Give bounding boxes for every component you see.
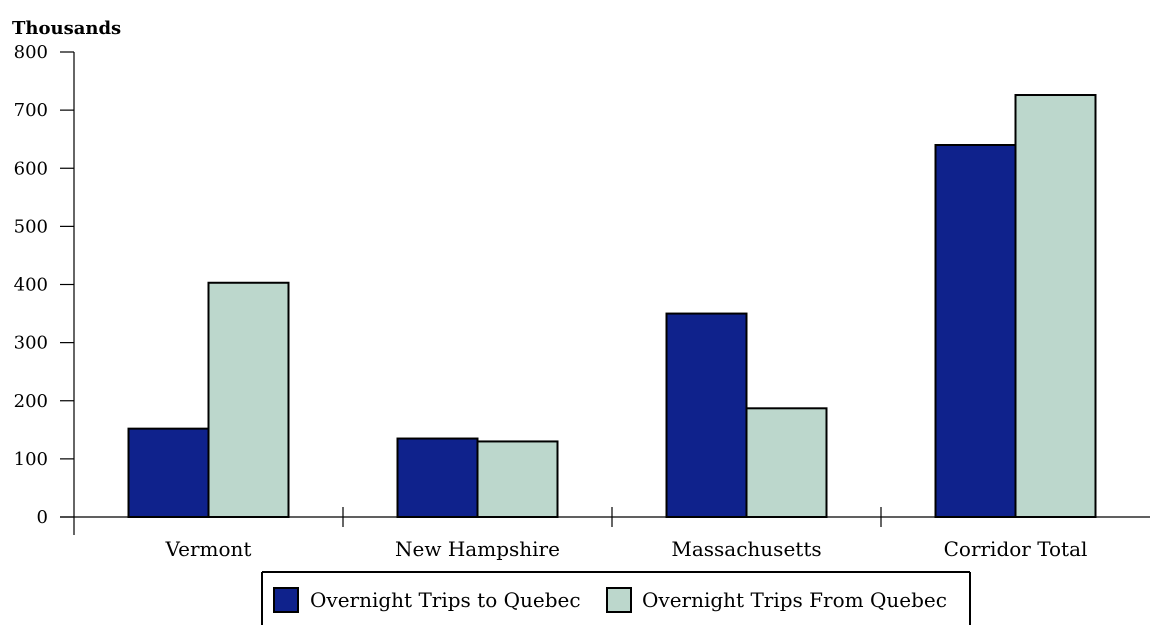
y-tick-label: 700 [14, 100, 48, 121]
y-tick-label: 800 [14, 42, 48, 63]
bar-from-quebec [745, 407, 828, 518]
legend: Overnight Trips to Quebec Overnight Trips… [261, 571, 971, 625]
bar-to-quebec [127, 427, 210, 518]
y-tick-label: 200 [14, 391, 48, 412]
y-tick-label: 300 [14, 333, 48, 354]
y-tick-label: 400 [14, 275, 48, 296]
y-tick-label: 100 [14, 449, 48, 470]
x-tick-label: Massachusetts [671, 537, 821, 561]
bars [127, 94, 1097, 518]
legend-swatch [606, 587, 632, 613]
bar-from-quebec [476, 440, 559, 518]
legend-swatch [273, 587, 299, 613]
bar-from-quebec [1014, 94, 1097, 518]
bar-to-quebec [396, 437, 479, 518]
y-axis-unit-label: Thousands [12, 18, 121, 39]
y-axis: 0 100 200 300 400 500 600 700 800 [14, 42, 75, 535]
legend-label: Overnight Trips From Quebec [642, 588, 947, 612]
x-tick-label: Vermont [165, 537, 252, 561]
y-tick-label: 0 [37, 507, 48, 528]
x-tick-label: Corridor Total [944, 537, 1088, 561]
bar-from-quebec [207, 281, 290, 518]
x-tick-label: New Hampshire [395, 537, 560, 561]
bar-to-quebec [934, 144, 1017, 518]
y-tick-label: 600 [14, 158, 48, 179]
y-tick-label: 500 [14, 216, 48, 237]
legend-label: Overnight Trips to Quebec [310, 588, 581, 612]
bar-to-quebec [665, 312, 748, 518]
